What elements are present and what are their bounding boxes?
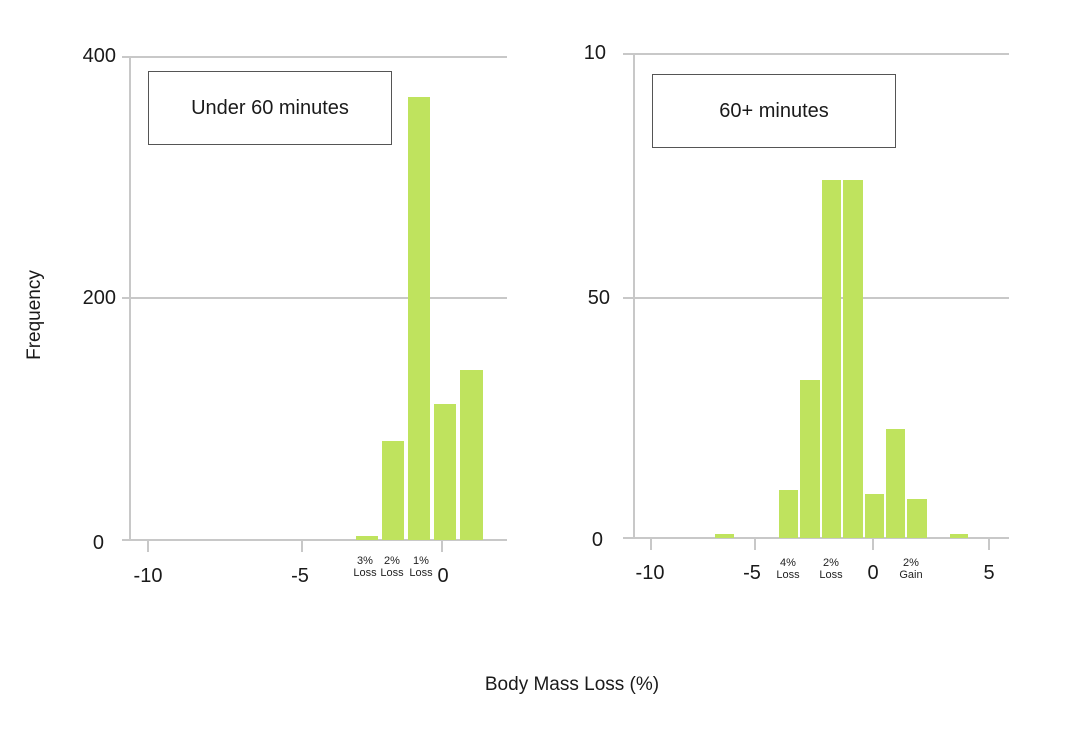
left-bar-3 [408, 97, 430, 540]
right-bar-4 [822, 180, 841, 538]
y-axis-label: Frequency [24, 270, 45, 360]
left-xtick-0: 0 [437, 565, 449, 587]
right-gridline-50 [623, 297, 1009, 299]
left-y-axis [129, 56, 131, 541]
right-ytick-50: 50 [587, 287, 610, 309]
left-bar-2 [382, 441, 404, 540]
left-xtick--5: -5 [291, 565, 309, 587]
right-xtick--10: -10 [635, 562, 665, 584]
left-annotation-3pct-loss: 3% Loss [353, 555, 377, 579]
left-xtick-mark--10 [147, 541, 149, 552]
right-bar-6 [865, 494, 884, 538]
right-legend-label: 60+ minutes [719, 99, 829, 122]
right-annotation-2pct-gain: 2% Gain [899, 557, 923, 581]
left-legend-label: Under 60 minutes [191, 96, 349, 119]
right-gridline-100 [623, 53, 1009, 55]
right-xtick-5: 5 [983, 562, 995, 584]
right-bar-1 [715, 534, 734, 538]
right-bar-2 [779, 490, 798, 538]
left-xtick--10: -10 [133, 565, 163, 587]
left-gridline-200 [122, 297, 507, 299]
left-ytick-200: 200 [82, 287, 116, 309]
left-bar-4 [434, 404, 456, 540]
right-annotation-4pct-loss: 4% Loss [776, 557, 800, 581]
left-ytick-400: 400 [82, 45, 116, 67]
right-ytick-0: 0 [591, 529, 603, 551]
right-xtick-mark--10 [650, 539, 652, 550]
right-y-axis [633, 53, 635, 539]
right-xtick-mark--5 [754, 539, 756, 550]
right-legend-box: 60+ minutes [652, 74, 896, 148]
left-legend-box: Under 60 minutes [148, 71, 392, 145]
left-baseline [122, 539, 507, 541]
left-xtick-mark--5 [301, 541, 303, 552]
right-annotation-2pct-loss: 2% Loss [819, 557, 843, 581]
right-xtick-0: 0 [867, 562, 879, 584]
right-baseline [623, 537, 1009, 539]
left-ytick-0: 0 [92, 532, 104, 554]
left-xtick-mark-0 [441, 541, 443, 552]
right-bar-7 [886, 429, 905, 538]
right-xtick--5: -5 [743, 562, 761, 584]
right-bar-8 [907, 499, 927, 538]
x-axis-label: Body Mass Loss (%) [484, 674, 660, 695]
right-xtick-mark-5 [988, 539, 990, 550]
left-annotation-1pct-loss: 1% Loss [409, 555, 433, 579]
right-bar-3 [800, 380, 820, 538]
left-bar-1 [356, 536, 378, 540]
right-bar-5 [843, 180, 863, 538]
right-xtick-mark-0 [872, 539, 874, 550]
left-gridline-400 [122, 56, 507, 58]
left-bar-5 [460, 370, 483, 540]
right-bar-9 [950, 534, 968, 538]
left-annotation-2pct-loss: 2% Loss [380, 555, 404, 579]
right-ytick-100: 10 [583, 42, 606, 64]
